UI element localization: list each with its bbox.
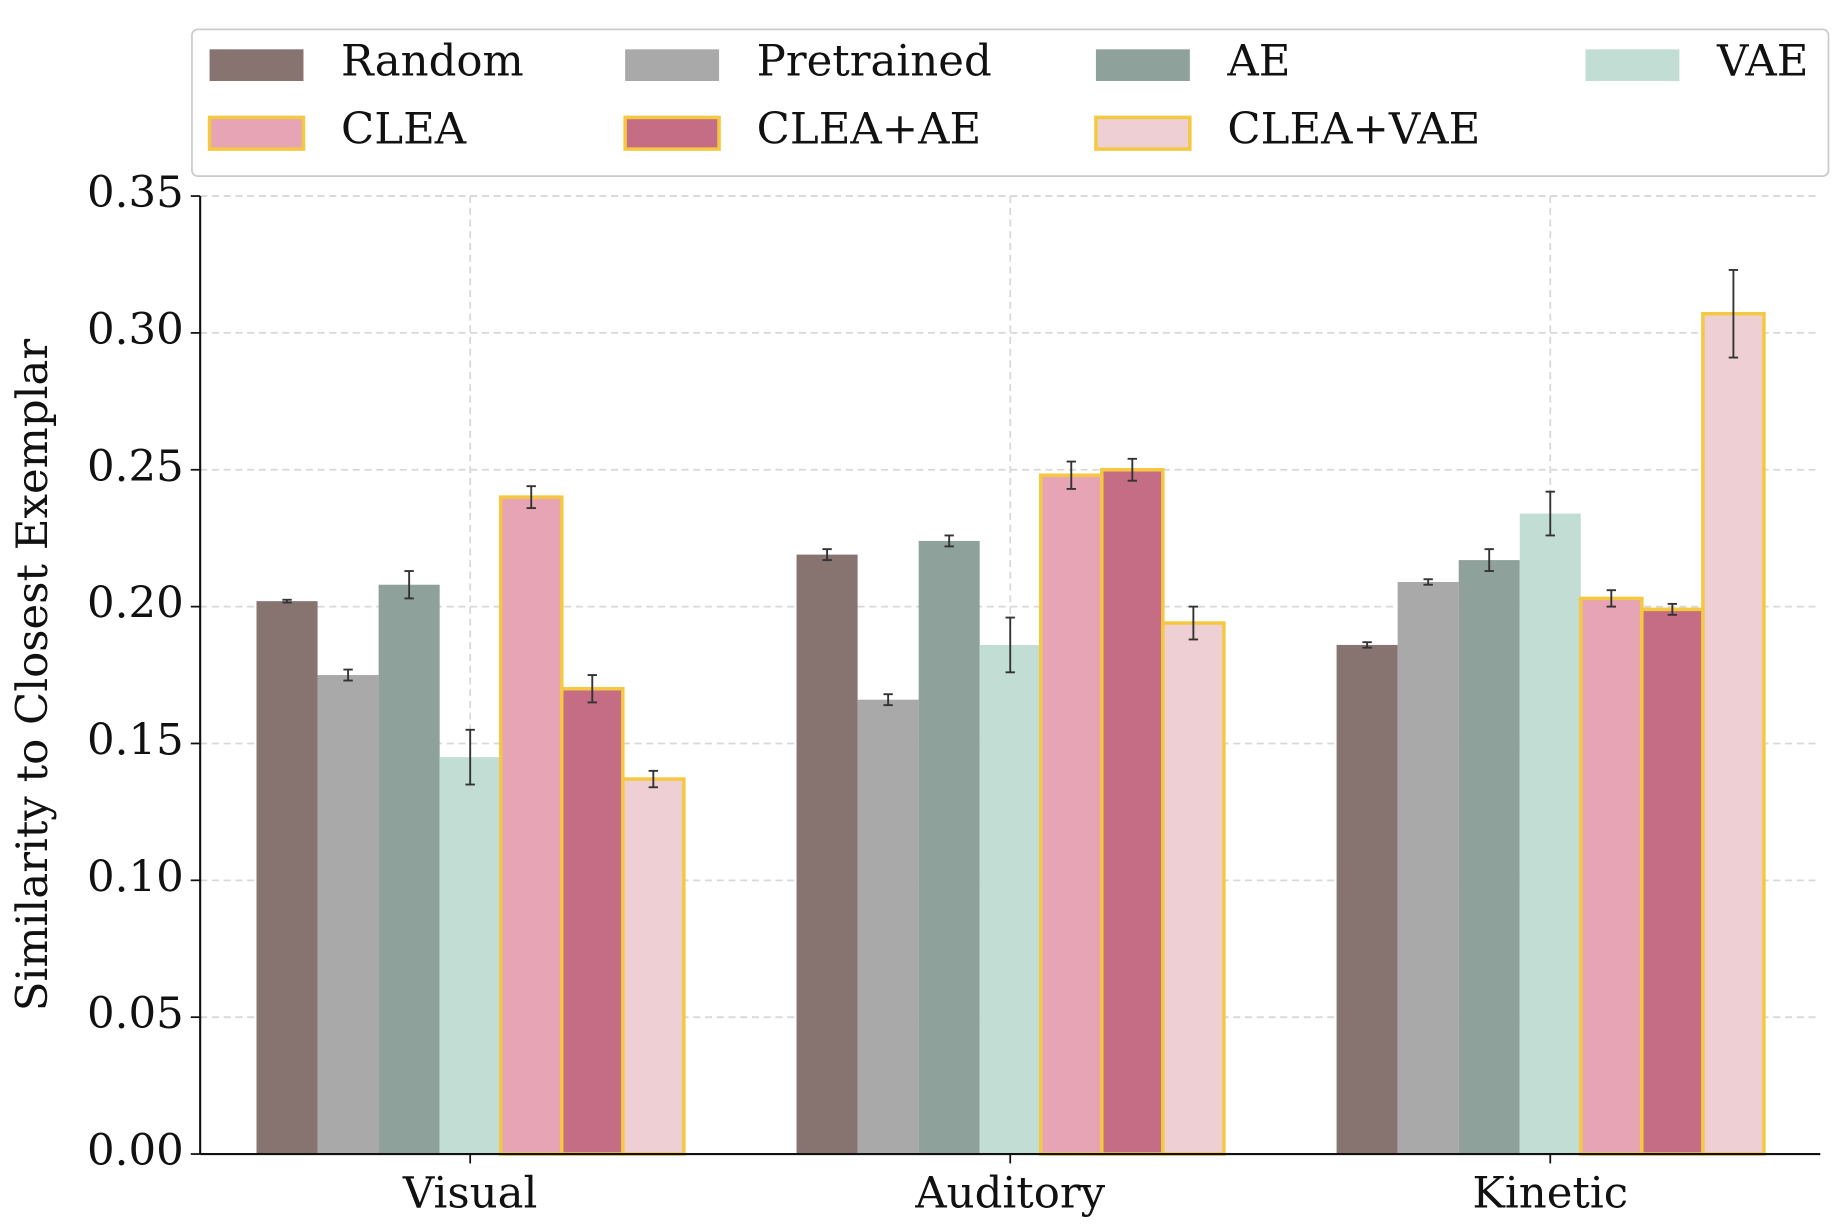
error-bar bbox=[822, 548, 832, 562]
bar bbox=[1640, 607, 1705, 1156]
y-tick-label: 0.10 bbox=[87, 852, 184, 902]
bar bbox=[1100, 468, 1165, 1156]
bar bbox=[979, 644, 1041, 1155]
legend-swatch bbox=[209, 49, 304, 82]
error-bar bbox=[883, 693, 893, 707]
bar bbox=[1336, 644, 1398, 1155]
error-bar bbox=[1066, 460, 1076, 490]
bar bbox=[796, 554, 858, 1155]
legend-swatch bbox=[623, 115, 721, 151]
error-bar bbox=[1423, 578, 1433, 586]
legend-label: CLEA bbox=[341, 105, 467, 155]
y-tick-label: 0.30 bbox=[87, 305, 184, 355]
bar bbox=[1161, 621, 1226, 1156]
y-tick-label: 0.00 bbox=[87, 1126, 184, 1176]
bar bbox=[918, 540, 980, 1155]
error-bar bbox=[1606, 589, 1617, 608]
bar bbox=[439, 757, 501, 1155]
error-bar bbox=[944, 534, 954, 548]
bar bbox=[1519, 513, 1581, 1155]
legend-label: CLEA+AE bbox=[757, 105, 982, 155]
error-bar bbox=[1545, 490, 1555, 537]
bar bbox=[378, 584, 440, 1155]
bar bbox=[1701, 311, 1766, 1156]
x-tick-label: Kinetic bbox=[1472, 1168, 1628, 1218]
legend-box bbox=[191, 28, 1830, 177]
bar bbox=[1038, 473, 1104, 1156]
error-bar bbox=[282, 598, 292, 604]
bar bbox=[1458, 560, 1520, 1155]
bar bbox=[621, 777, 686, 1156]
legend-swatch bbox=[1095, 49, 1190, 82]
bar bbox=[1579, 596, 1644, 1156]
error-bar bbox=[526, 485, 536, 510]
y-tick-label: 0.05 bbox=[87, 989, 184, 1039]
x-tick-label: Visual bbox=[402, 1168, 538, 1218]
y-tick-label: 0.25 bbox=[87, 442, 184, 492]
y-axis-label: Similarity to Closest Exemplar bbox=[8, 339, 58, 1012]
error-bar bbox=[587, 674, 597, 704]
bar bbox=[317, 675, 379, 1155]
legend-swatch bbox=[207, 115, 306, 151]
bar bbox=[256, 601, 318, 1155]
x-tick-label: Auditory bbox=[914, 1168, 1105, 1218]
legend-label: AE bbox=[1226, 37, 1290, 87]
error-bar bbox=[1484, 548, 1494, 572]
legend-swatch bbox=[1585, 49, 1680, 82]
bar bbox=[498, 495, 564, 1156]
legend-label: Pretrained bbox=[757, 37, 992, 87]
legend-label: CLEA+VAE bbox=[1227, 105, 1480, 155]
error-bar bbox=[343, 668, 353, 682]
error-bar bbox=[404, 570, 414, 600]
legend-swatch bbox=[1094, 115, 1192, 151]
bar bbox=[857, 699, 919, 1155]
error-bar bbox=[1127, 457, 1138, 482]
legend-label: Random bbox=[341, 37, 524, 87]
bar bbox=[1397, 581, 1459, 1155]
legend-label: VAE bbox=[1716, 37, 1808, 87]
error-bar bbox=[1005, 616, 1015, 674]
y-tick-label: 0.15 bbox=[87, 715, 184, 765]
y-tick-label: 0.20 bbox=[87, 579, 184, 629]
bar bbox=[559, 686, 625, 1156]
legend-swatch bbox=[625, 49, 720, 82]
error-bar bbox=[648, 769, 659, 789]
y-tick-label: 0.35 bbox=[87, 168, 184, 218]
error-bar bbox=[465, 728, 475, 786]
error-bar bbox=[1728, 269, 1739, 359]
error-bar bbox=[1667, 602, 1678, 616]
error-bar bbox=[1188, 605, 1199, 641]
error-bar bbox=[1362, 641, 1372, 649]
